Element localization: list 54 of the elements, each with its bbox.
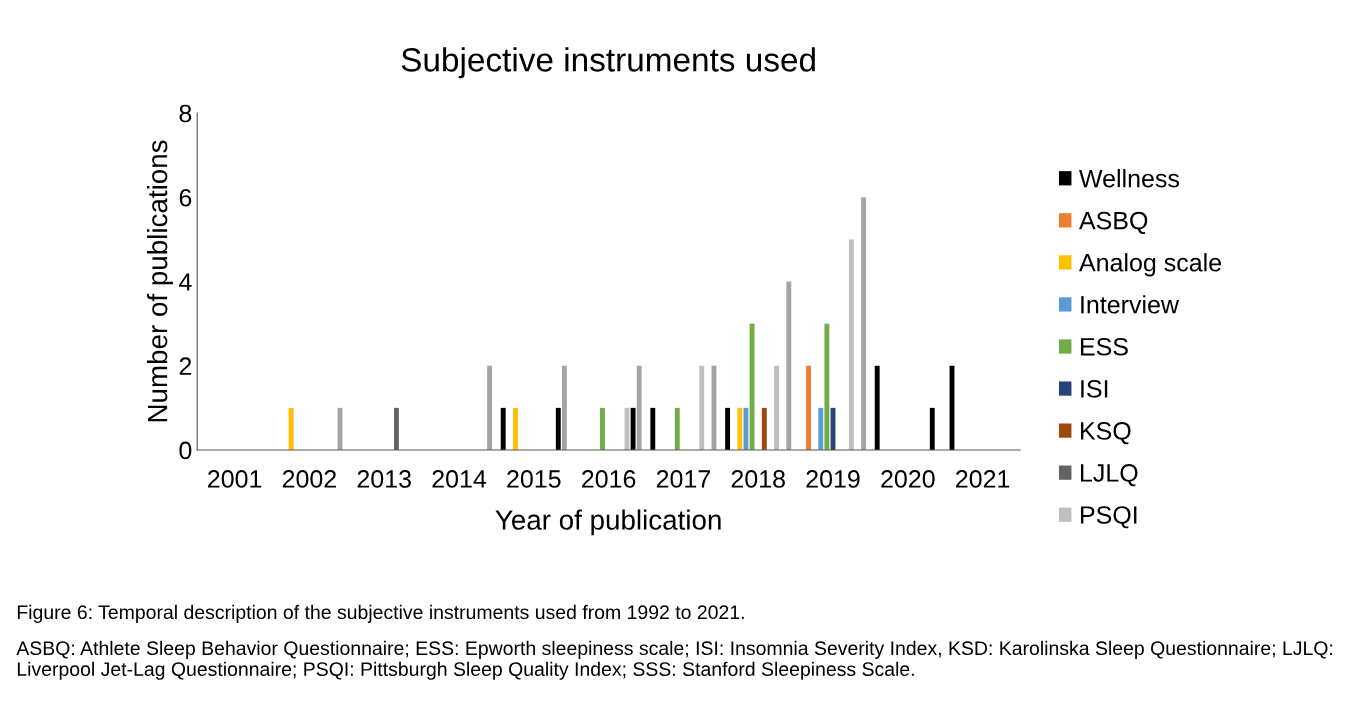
legend-label: KSQ [1081,422,1131,445]
bar [674,407,680,450]
y-tick-label: 6 [179,188,192,207]
x-axis-title: Year of publication [495,509,721,536]
bar [737,407,743,450]
x-tick-label: 2002 [282,470,336,488]
x-tick-label: 2014 [432,470,487,488]
bar [824,323,830,450]
bar [487,365,493,450]
legend-label: Wellness [1079,169,1180,188]
bar [555,407,561,450]
legend-label: Interview [1081,295,1180,314]
legend-label: LJLQ [1081,464,1138,487]
bar [929,407,935,450]
y-tick-label: 8 [179,104,192,123]
bar [786,281,792,450]
x-tick-label: 2015 [507,470,561,488]
x-tick-label: 2021 [956,470,1010,488]
bar [512,407,518,450]
text: ASBQ: Athlete Sleep Behavior Questionnaire; ESS: Epworth sleepiness scale; ISI: Insomnia Severity Index, KSD: Karolinska Sleep Questionnaire; LJLQ: Liverpool Jet-Lag Questionnaire; PSQI: Pittsburgh Sleep Quality Index; SSS: Stanford Sleepiness Scale. [16,640,1333,680]
x-tick-label: 2020 [881,470,935,488]
y-axis-title: Number of publications [146,140,173,422]
x-tick-label: 2001 [208,470,262,488]
bar [725,407,731,450]
x-tick-label: 2013 [357,470,411,488]
y-tick-label: 2 [179,357,192,375]
bar [818,407,824,450]
bar [861,197,867,450]
x-tick-label: 2017 [656,470,710,488]
bar [630,407,636,450]
y-tick-label: 0 [179,441,192,460]
x-tick-label: 2019 [806,470,860,488]
bar [699,365,705,450]
bar [636,365,642,450]
bar [774,365,780,450]
legend-label: PSQI [1081,506,1137,529]
x-tick-label: 2016 [582,470,636,488]
bar [848,239,854,450]
legend-label: ISI [1081,379,1108,398]
bar [561,365,567,450]
y-tick-label: 4 [179,273,192,291]
bar [600,407,605,450]
x-tick-label: 2018 [731,470,785,488]
legend-label: ASBQ [1079,211,1148,234]
legend-label: Analog scale [1079,253,1221,277]
bar [650,407,656,450]
chart-title: Subjective instruments used [401,47,815,79]
caption: Figure 6: Temporal description of the subjective instruments used from 1992 to 2021. [17,604,744,623]
bar [874,365,880,450]
bar [749,323,755,450]
legend-label: ESS [1081,337,1128,356]
bar [806,365,811,450]
bar [500,407,506,450]
bar [761,407,767,450]
